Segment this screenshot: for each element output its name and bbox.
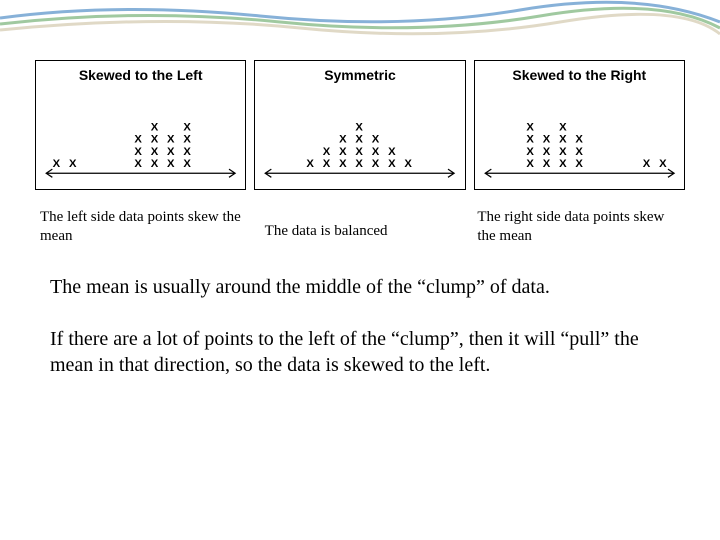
- svg-text:X: X: [134, 158, 142, 170]
- svg-text:X: X: [167, 134, 175, 146]
- svg-text:X: X: [356, 158, 364, 170]
- svg-text:X: X: [526, 146, 534, 158]
- svg-text:X: X: [542, 158, 550, 170]
- svg-text:X: X: [356, 134, 364, 146]
- panel-left: Skewed to the Left XXXXXXXXXXXXXXXX: [35, 60, 246, 190]
- svg-text:X: X: [307, 158, 315, 170]
- body-text: The mean is usually around the middle of…: [0, 246, 720, 378]
- wave-decoration: [0, 0, 720, 50]
- svg-text:X: X: [372, 134, 380, 146]
- svg-text:X: X: [575, 146, 583, 158]
- svg-text:X: X: [151, 121, 159, 133]
- svg-text:X: X: [69, 158, 77, 170]
- svg-text:X: X: [575, 134, 583, 146]
- panel-right: Skewed to the Right XXXXXXXXXXXXXXXX: [474, 60, 685, 190]
- svg-text:X: X: [405, 158, 413, 170]
- dotplot-right: XXXXXXXXXXXXXXXX: [475, 87, 684, 189]
- panel-title-right: Skewed to the Right: [475, 61, 684, 87]
- svg-text:X: X: [339, 158, 347, 170]
- panel-title-mid: Symmetric: [255, 61, 464, 87]
- svg-text:X: X: [339, 134, 347, 146]
- svg-text:X: X: [559, 134, 567, 146]
- dotplot-left: XXXXXXXXXXXXXXXX: [36, 87, 245, 189]
- svg-text:X: X: [167, 146, 175, 158]
- svg-text:X: X: [53, 158, 61, 170]
- svg-text:X: X: [659, 158, 667, 170]
- svg-text:X: X: [642, 158, 650, 170]
- svg-text:X: X: [542, 146, 550, 158]
- svg-text:X: X: [526, 158, 534, 170]
- svg-text:X: X: [183, 146, 191, 158]
- svg-text:X: X: [339, 146, 347, 158]
- svg-text:X: X: [575, 158, 583, 170]
- svg-text:X: X: [388, 146, 396, 158]
- svg-text:X: X: [167, 158, 175, 170]
- svg-text:X: X: [372, 146, 380, 158]
- caption-right: The right side data points skew the mean: [477, 208, 680, 246]
- body-para-2: If there are a lot of points to the left…: [50, 326, 670, 378]
- svg-text:X: X: [323, 158, 331, 170]
- svg-text:X: X: [134, 134, 142, 146]
- svg-text:X: X: [388, 158, 396, 170]
- svg-text:X: X: [559, 158, 567, 170]
- svg-text:X: X: [372, 158, 380, 170]
- svg-text:X: X: [323, 146, 331, 158]
- svg-text:X: X: [356, 146, 364, 158]
- svg-text:X: X: [526, 121, 534, 133]
- captions-row: The left side data points skew the mean …: [0, 190, 720, 246]
- caption-left: The left side data points skew the mean: [40, 208, 243, 246]
- svg-text:X: X: [151, 158, 159, 170]
- dotplot-mid: XXXXXXXXXXXXXXXX: [255, 87, 464, 189]
- svg-text:X: X: [183, 121, 191, 133]
- svg-text:X: X: [183, 134, 191, 146]
- svg-text:X: X: [151, 146, 159, 158]
- caption-mid: The data is balanced: [253, 208, 468, 246]
- svg-text:X: X: [526, 134, 534, 146]
- panel-mid: Symmetric XXXXXXXXXXXXXXXX: [254, 60, 465, 190]
- svg-text:X: X: [151, 134, 159, 146]
- svg-text:X: X: [559, 121, 567, 133]
- svg-text:X: X: [134, 146, 142, 158]
- svg-text:X: X: [183, 158, 191, 170]
- panel-title-left: Skewed to the Left: [36, 61, 245, 87]
- svg-text:X: X: [559, 146, 567, 158]
- body-para-1: The mean is usually around the middle of…: [50, 274, 670, 300]
- svg-text:X: X: [542, 134, 550, 146]
- svg-text:X: X: [356, 121, 364, 133]
